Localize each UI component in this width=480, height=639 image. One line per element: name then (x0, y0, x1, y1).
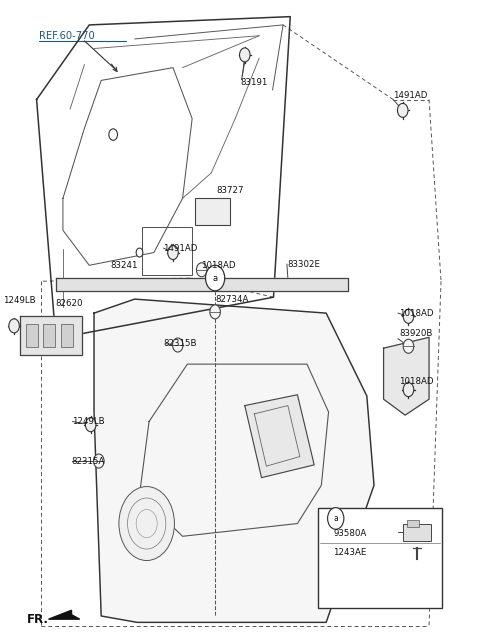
Text: a: a (333, 514, 338, 523)
Text: 1243AE: 1243AE (333, 548, 367, 557)
Polygon shape (384, 337, 429, 415)
Circle shape (9, 319, 19, 333)
Bar (25, 324, 37, 347)
Text: 82620: 82620 (56, 299, 83, 308)
Circle shape (397, 104, 408, 118)
Circle shape (327, 507, 344, 529)
Text: FR.: FR. (27, 613, 49, 626)
Text: REF.60-770: REF.60-770 (39, 31, 95, 41)
Circle shape (136, 248, 143, 257)
Text: 1018AD: 1018AD (399, 378, 433, 387)
Text: 82315A: 82315A (72, 456, 105, 466)
Polygon shape (48, 610, 80, 619)
Text: 93580A: 93580A (333, 529, 367, 538)
Text: 83191: 83191 (240, 78, 267, 87)
Text: 83302E: 83302E (288, 259, 321, 268)
Text: 1249LB: 1249LB (72, 417, 104, 426)
Circle shape (85, 418, 96, 432)
Circle shape (119, 486, 174, 560)
Bar (61, 324, 73, 347)
Text: 1018AD: 1018AD (201, 261, 235, 270)
Circle shape (240, 48, 250, 62)
Circle shape (412, 553, 422, 567)
Polygon shape (94, 299, 374, 622)
Bar (407, 520, 419, 527)
Bar (43, 324, 55, 347)
Text: 83920B: 83920B (399, 329, 432, 338)
Polygon shape (20, 316, 82, 355)
Text: 1491AD: 1491AD (163, 243, 198, 252)
Circle shape (403, 383, 414, 397)
Bar (194, 198, 230, 225)
Text: 83241: 83241 (111, 261, 138, 270)
Text: 83727: 83727 (216, 186, 243, 195)
Text: 1491AD: 1491AD (393, 91, 428, 100)
Circle shape (205, 265, 225, 291)
Text: 82315B: 82315B (163, 339, 197, 348)
Text: a: a (213, 273, 217, 282)
Polygon shape (56, 278, 348, 291)
FancyBboxPatch shape (318, 507, 443, 608)
Polygon shape (245, 395, 314, 477)
Text: 82734A: 82734A (215, 295, 249, 304)
Circle shape (210, 305, 220, 319)
Circle shape (196, 263, 207, 277)
Circle shape (94, 454, 104, 468)
Text: 1249LB: 1249LB (3, 296, 36, 305)
Circle shape (71, 279, 79, 289)
Circle shape (109, 129, 118, 141)
Circle shape (168, 245, 178, 259)
Circle shape (403, 339, 414, 353)
Circle shape (403, 309, 414, 323)
Text: 1018AD: 1018AD (399, 309, 433, 318)
Bar (403, 523, 432, 541)
Bar (142, 227, 192, 275)
Circle shape (172, 338, 183, 352)
